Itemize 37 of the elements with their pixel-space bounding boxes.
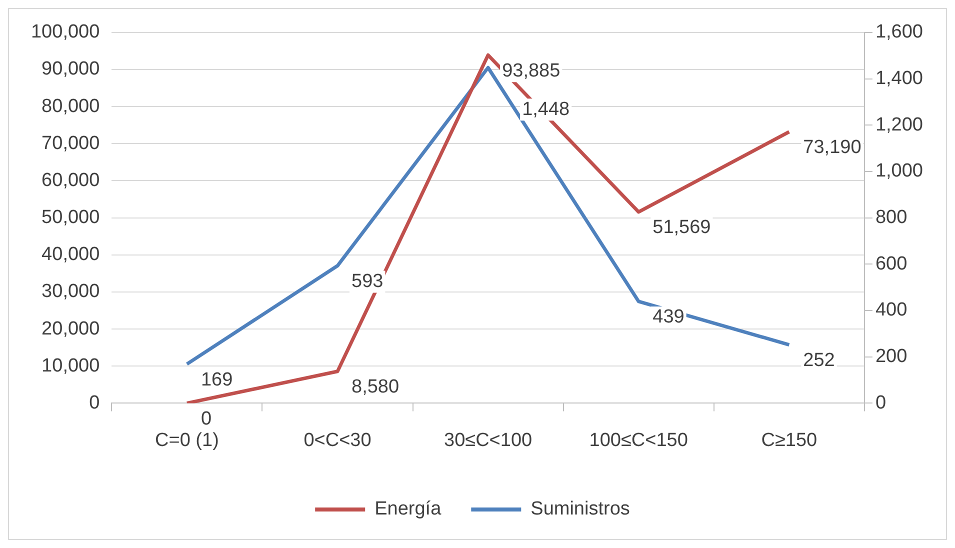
legend-label: Energía [374, 498, 442, 520]
data-label: 169 [200, 369, 233, 390]
y2-tick-label: 1,400 [875, 68, 923, 89]
x-tick-label: 0<C<30 [304, 430, 372, 451]
data-label: 8,580 [352, 376, 400, 398]
y2-tick-label: 1,200 [875, 114, 923, 136]
y-tick-label: 40,000 [42, 244, 100, 266]
data-label: 252 [803, 350, 835, 372]
y-tick-label: 10,000 [42, 355, 100, 376]
y-tick-label: 20,000 [42, 318, 100, 340]
y2-tick-label: 800 [875, 207, 908, 228]
y-tick-label: 100,000 [30, 22, 100, 43]
x-tick-label: 30≤C<100 [444, 430, 532, 451]
data-label: 593 [352, 271, 384, 292]
y2-tick-label: 600 [875, 253, 908, 274]
y2-tick-label: 400 [875, 300, 908, 321]
y2-tick-label: 1,000 [875, 160, 923, 182]
y-tick-label: 60,000 [42, 170, 100, 191]
y-tick-label: 70,000 [42, 132, 100, 154]
y-tick-label: 50,000 [42, 207, 100, 228]
x-tick-label: 100≤C<150 [589, 430, 688, 451]
y-tick-label: 80,000 [42, 96, 100, 117]
y2-tick-label: 200 [875, 346, 908, 368]
y2-tick-label: 0 [875, 392, 886, 414]
data-label: 439 [652, 306, 684, 328]
data-label: 73,190 [803, 137, 862, 158]
data-label: 1,448 [522, 98, 570, 120]
y-tick-label: 30,000 [42, 281, 100, 302]
data-label: 51,569 [652, 217, 711, 238]
y2-tick-label: 1,600 [875, 22, 923, 43]
x-tick-label: C≥150 [761, 430, 818, 451]
data-label: 0 [200, 408, 212, 430]
y-tick-label: 0 [89, 392, 100, 414]
data-label: 93,885 [502, 60, 560, 82]
x-tick-label: C=0 (1) [155, 430, 219, 451]
legend-label: Suministros [530, 498, 630, 520]
y-tick-label: 90,000 [42, 58, 100, 80]
